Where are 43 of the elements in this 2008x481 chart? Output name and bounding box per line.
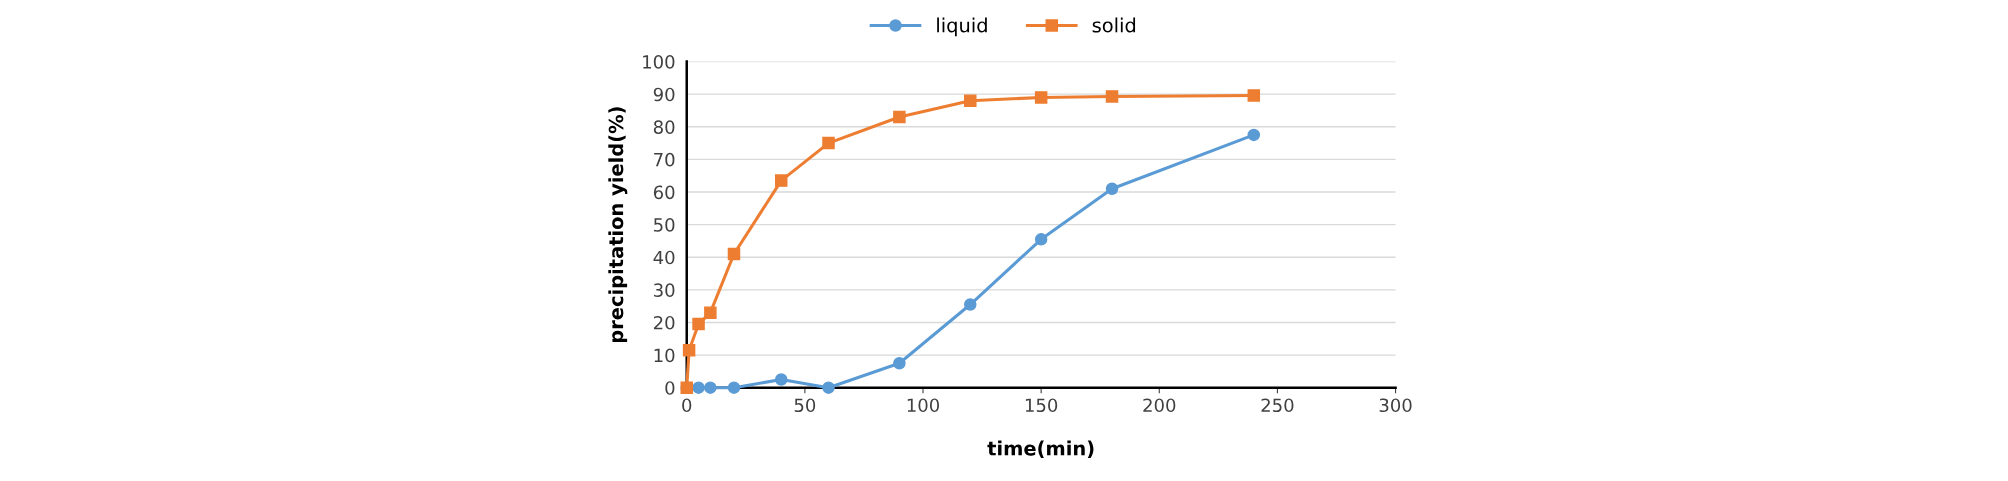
- point: [1034, 91, 1048, 104]
- point: [774, 174, 788, 187]
- point: [822, 381, 835, 394]
- y-tick-label: 50: [654, 218, 675, 232]
- y-tick-label: 70: [654, 152, 675, 167]
- y-tick-label: 10: [654, 348, 675, 363]
- point: [964, 94, 977, 107]
- point: [774, 373, 788, 386]
- x-tick-label: 300: [1379, 398, 1412, 413]
- point: [727, 247, 741, 261]
- y-tick-label: 30: [654, 283, 675, 297]
- legend-label: liquid: [937, 17, 987, 37]
- point: [1247, 89, 1261, 102]
- point: [1105, 182, 1119, 196]
- point: [704, 306, 717, 319]
- point: [727, 381, 741, 394]
- x-axis-title: time(min): [987, 440, 1094, 458]
- point: [1034, 233, 1048, 246]
- point: [1247, 128, 1261, 142]
- point: [893, 356, 906, 370]
- x-tick-label: 250: [1261, 398, 1294, 413]
- x-tick-label: 0: [682, 398, 692, 413]
- point: [1105, 90, 1119, 103]
- point: [704, 381, 717, 394]
- x-tick-label: 150: [1025, 398, 1058, 413]
- y-axis-title: precipitation yield(%): [608, 107, 628, 343]
- point: [893, 110, 906, 124]
- legend-label: solid: [1092, 17, 1136, 33]
- y-tick-label: 90: [653, 87, 675, 102]
- point: [682, 343, 696, 357]
- x-tick-label: 100: [907, 398, 940, 413]
- point: [822, 136, 835, 150]
- y-tick-label: 60: [653, 185, 675, 200]
- y-tick-label: 40: [653, 250, 675, 265]
- x-tick-label: 50: [794, 398, 816, 413]
- point: [692, 317, 705, 331]
- y-tick-label: 0: [665, 381, 675, 395]
- y-tick-label: 100: [643, 55, 675, 69]
- point: [692, 381, 705, 394]
- y-tick-label: 20: [653, 315, 675, 330]
- y-tick-label: 80: [653, 120, 675, 134]
- point: [964, 298, 977, 311]
- x-tick-label: 200: [1143, 398, 1176, 413]
